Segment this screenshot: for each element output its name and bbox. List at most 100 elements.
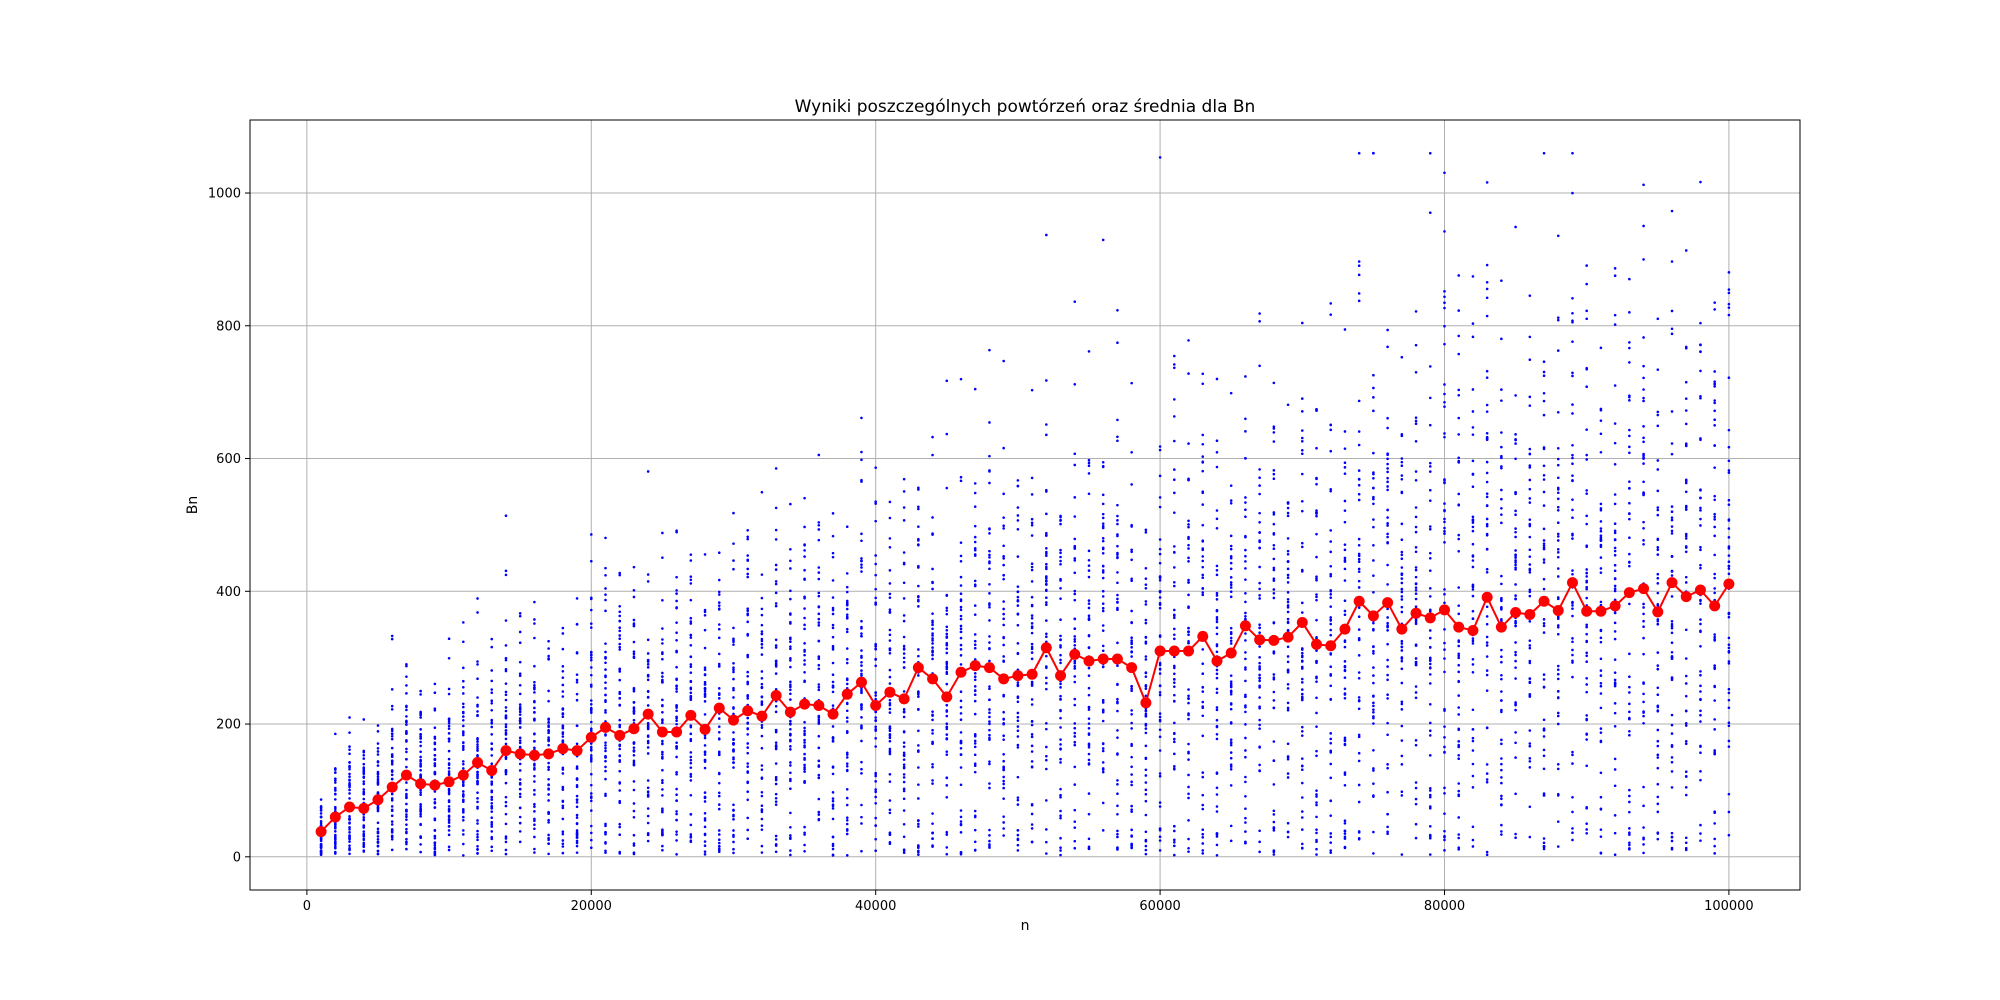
scatter-point [490,754,494,757]
scatter-point [1300,568,1304,572]
scatter-point [774,568,778,571]
scatter-point [1613,611,1617,615]
scatter-point [589,597,593,601]
scatter-point [618,789,622,792]
scatter-point [1400,553,1404,557]
scatter-point [433,753,437,757]
scatter-point [675,621,678,624]
scatter-point [348,828,351,831]
scatter-point [1144,848,1148,852]
scatter-point [362,771,366,775]
scatter-point [789,727,792,731]
scatter-point [1471,472,1475,476]
scatter-point [689,772,693,776]
scatter-point [760,851,764,854]
scatter-point [959,592,963,596]
scatter-point [1343,640,1347,644]
scatter-point [433,853,437,857]
scatter-point [1357,586,1361,589]
scatter-point [1244,554,1247,558]
scatter-point [1130,846,1133,850]
scatter-point [988,720,991,723]
scatter-point [1556,632,1560,636]
scatter-point [1485,635,1489,639]
scatter-point [717,551,721,554]
scatter-point [888,747,892,751]
scatter-point [348,852,351,856]
scatter-point [1414,691,1418,694]
scatter-point [1585,822,1588,825]
scatter-point [618,696,622,700]
scatter-point [1187,837,1190,841]
scatter-point [1016,849,1020,852]
scatter-point [874,780,877,783]
scatter-point [1173,824,1176,828]
scatter-point [973,604,977,607]
scatter-point [1101,571,1105,574]
scatter-point [1087,575,1091,579]
scatter-point [789,787,792,790]
scatter-point [1628,552,1631,556]
scatter-point [604,609,607,613]
scatter-point [476,797,479,800]
scatter-point [988,722,991,726]
scatter-point [1158,667,1162,671]
scatter-point [661,833,664,837]
scatter-point [1229,684,1233,687]
scatter-point [1130,609,1133,613]
scatter-point [561,788,565,791]
scatter-point [917,543,920,546]
scatter-point [1542,837,1546,840]
scatter-point [817,453,821,457]
scatter-point [1727,691,1731,695]
scatter-point [1443,736,1446,739]
scatter-point [1244,600,1247,604]
scatter-point [675,631,678,635]
scatter-point [1315,618,1318,622]
scatter-point [746,765,750,768]
scatter-point [831,551,835,555]
scatter-point [1300,764,1304,768]
scatter-point [1357,570,1361,573]
scatter-point [1684,397,1688,400]
scatter-point [1315,801,1318,804]
scatter-point [1300,768,1304,771]
scatter-point [1144,587,1148,590]
scatter-point [646,779,650,782]
scatter-point [1670,595,1674,598]
scatter-point [1016,506,1020,509]
scatter-point [732,626,735,630]
scatter-point [1173,398,1176,401]
scatter-point [1372,451,1375,455]
scatter-point [1300,796,1304,799]
scatter-point [575,841,579,845]
scatter-point [917,729,920,733]
scatter-point [945,795,949,799]
scatter-point [1130,636,1133,639]
scatter-point [1528,335,1532,339]
scatter-point [717,693,721,697]
scatter-point [1684,532,1688,536]
scatter-point [348,767,351,771]
scatter-point [1386,642,1389,646]
scatter-point [917,539,920,542]
scatter-point [1087,732,1091,735]
scatter-point [1343,509,1347,512]
scatter-point [931,657,934,661]
scatter-point [746,694,750,698]
scatter-point [1628,602,1631,606]
scatter-point [675,589,678,592]
scatter-point [1343,743,1347,747]
scatter-point [1428,729,1432,733]
scatter-point [1642,602,1645,606]
scatter-point [1400,754,1404,758]
scatter-point [917,584,920,588]
scatter-point [1372,695,1375,698]
scatter-point [604,746,607,750]
scatter-point [1101,493,1105,497]
scatter-point [1215,626,1219,630]
scatter-point [1613,563,1617,567]
scatter-point [1514,530,1517,534]
scatter-point [959,627,963,631]
scatter-point [732,707,735,710]
